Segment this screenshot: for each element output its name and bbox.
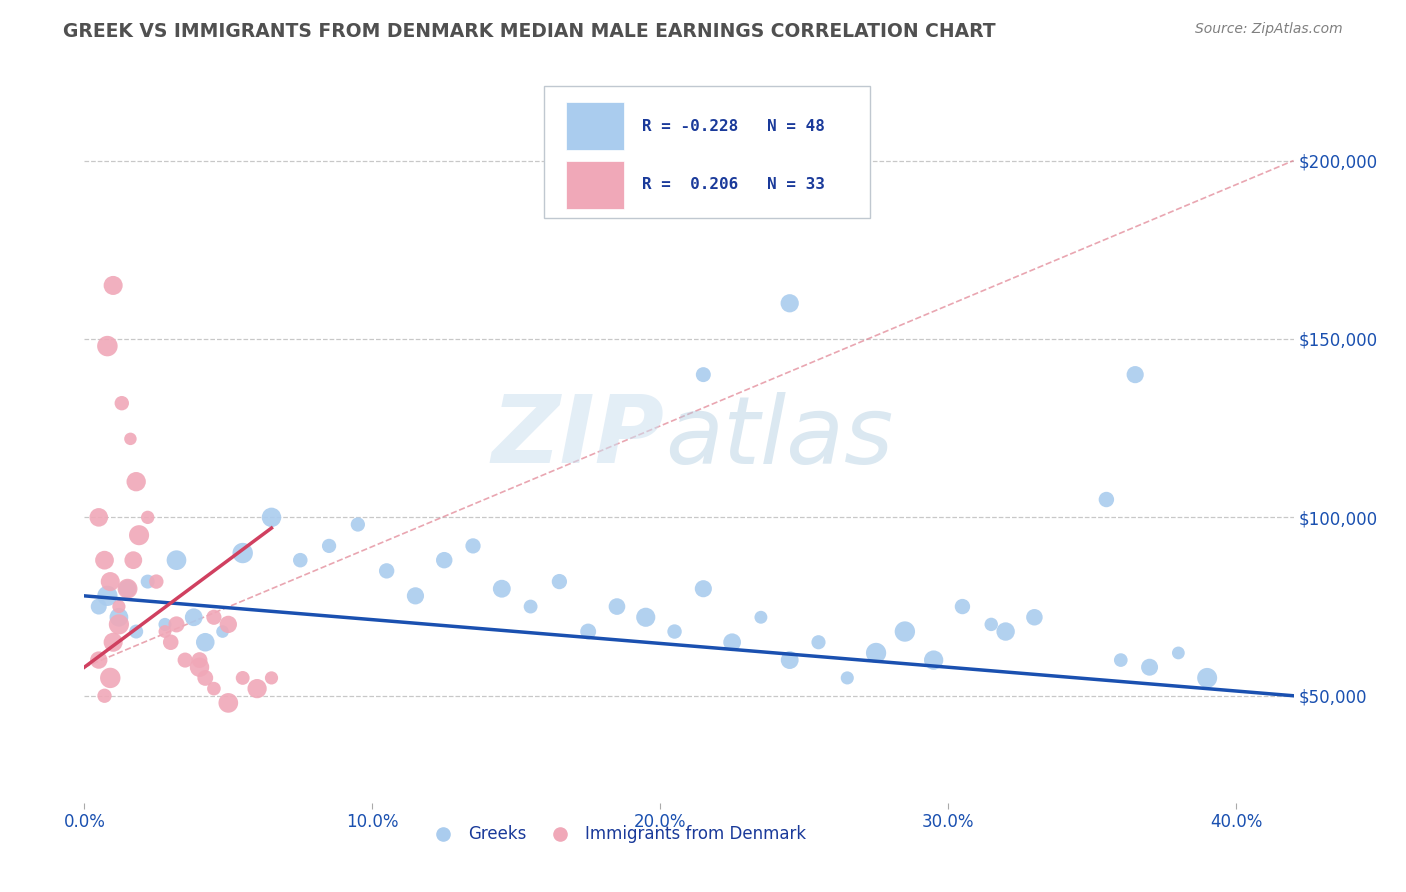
Point bbox=[980, 617, 1002, 632]
Point bbox=[952, 599, 974, 614]
Point bbox=[865, 646, 887, 660]
Point bbox=[174, 653, 197, 667]
Text: R =  0.206   N = 33: R = 0.206 N = 33 bbox=[641, 178, 825, 193]
Point bbox=[166, 553, 188, 567]
Point bbox=[837, 671, 859, 685]
Text: atlas: atlas bbox=[665, 392, 893, 483]
Legend: Greeks, Immigrants from Denmark: Greeks, Immigrants from Denmark bbox=[420, 818, 813, 849]
Point bbox=[375, 564, 398, 578]
Point bbox=[202, 610, 225, 624]
Point bbox=[108, 617, 131, 632]
Point bbox=[664, 624, 686, 639]
Point bbox=[246, 681, 269, 696]
Point bbox=[1024, 610, 1046, 624]
Point bbox=[166, 617, 188, 632]
Point bbox=[1123, 368, 1146, 382]
Point bbox=[548, 574, 571, 589]
Point bbox=[721, 635, 744, 649]
Point bbox=[260, 671, 283, 685]
Point bbox=[120, 432, 142, 446]
Point bbox=[779, 653, 801, 667]
Point bbox=[217, 617, 239, 632]
Point bbox=[108, 599, 131, 614]
Point bbox=[1167, 646, 1189, 660]
Point bbox=[111, 396, 134, 410]
Point bbox=[194, 671, 217, 685]
Point bbox=[117, 582, 139, 596]
Point bbox=[922, 653, 945, 667]
Point bbox=[145, 574, 167, 589]
Text: GREEK VS IMMIGRANTS FROM DENMARK MEDIAN MALE EARNINGS CORRELATION CHART: GREEK VS IMMIGRANTS FROM DENMARK MEDIAN … bbox=[63, 22, 995, 41]
Point bbox=[125, 624, 148, 639]
Point bbox=[461, 539, 484, 553]
Point bbox=[153, 617, 176, 632]
Point bbox=[188, 660, 211, 674]
Point bbox=[232, 671, 254, 685]
Point bbox=[108, 610, 131, 624]
Point bbox=[188, 653, 211, 667]
Point bbox=[194, 635, 217, 649]
Point bbox=[404, 589, 426, 603]
Point bbox=[93, 689, 115, 703]
Point bbox=[232, 546, 254, 560]
Point bbox=[749, 610, 772, 624]
Point bbox=[101, 278, 124, 293]
Point bbox=[183, 610, 205, 624]
Point bbox=[136, 510, 159, 524]
Point bbox=[994, 624, 1017, 639]
Point bbox=[606, 599, 628, 614]
Point bbox=[122, 553, 145, 567]
Point bbox=[692, 368, 714, 382]
Point bbox=[491, 582, 513, 596]
Point bbox=[153, 624, 176, 639]
Bar bbox=[565, 161, 624, 209]
Point bbox=[260, 510, 283, 524]
Point bbox=[1197, 671, 1219, 685]
Point bbox=[96, 339, 118, 353]
Point bbox=[128, 528, 150, 542]
Point bbox=[202, 681, 225, 696]
Point bbox=[211, 624, 233, 639]
Point bbox=[1109, 653, 1132, 667]
Point bbox=[318, 539, 340, 553]
Point bbox=[1139, 660, 1161, 674]
Point bbox=[136, 574, 159, 589]
Point bbox=[98, 574, 121, 589]
Point bbox=[125, 475, 148, 489]
Point bbox=[96, 589, 118, 603]
Point bbox=[807, 635, 830, 649]
Point bbox=[159, 635, 181, 649]
Point bbox=[433, 553, 456, 567]
Point bbox=[1095, 492, 1118, 507]
Point bbox=[894, 624, 917, 639]
Text: ZIP: ZIP bbox=[492, 391, 665, 483]
Text: Source: ZipAtlas.com: Source: ZipAtlas.com bbox=[1195, 22, 1343, 37]
Point bbox=[347, 517, 370, 532]
Point bbox=[98, 671, 121, 685]
FancyBboxPatch shape bbox=[544, 86, 870, 218]
Point bbox=[87, 599, 110, 614]
Text: R = -0.228   N = 48: R = -0.228 N = 48 bbox=[641, 119, 825, 134]
Point bbox=[519, 599, 541, 614]
Point bbox=[117, 582, 139, 596]
Point bbox=[634, 610, 657, 624]
Point bbox=[101, 635, 124, 649]
Point bbox=[692, 582, 714, 596]
Point bbox=[87, 653, 110, 667]
Bar bbox=[565, 103, 624, 150]
Point bbox=[779, 296, 801, 310]
Point bbox=[93, 553, 115, 567]
Point bbox=[217, 696, 239, 710]
Point bbox=[576, 624, 599, 639]
Point bbox=[290, 553, 312, 567]
Point bbox=[87, 510, 110, 524]
